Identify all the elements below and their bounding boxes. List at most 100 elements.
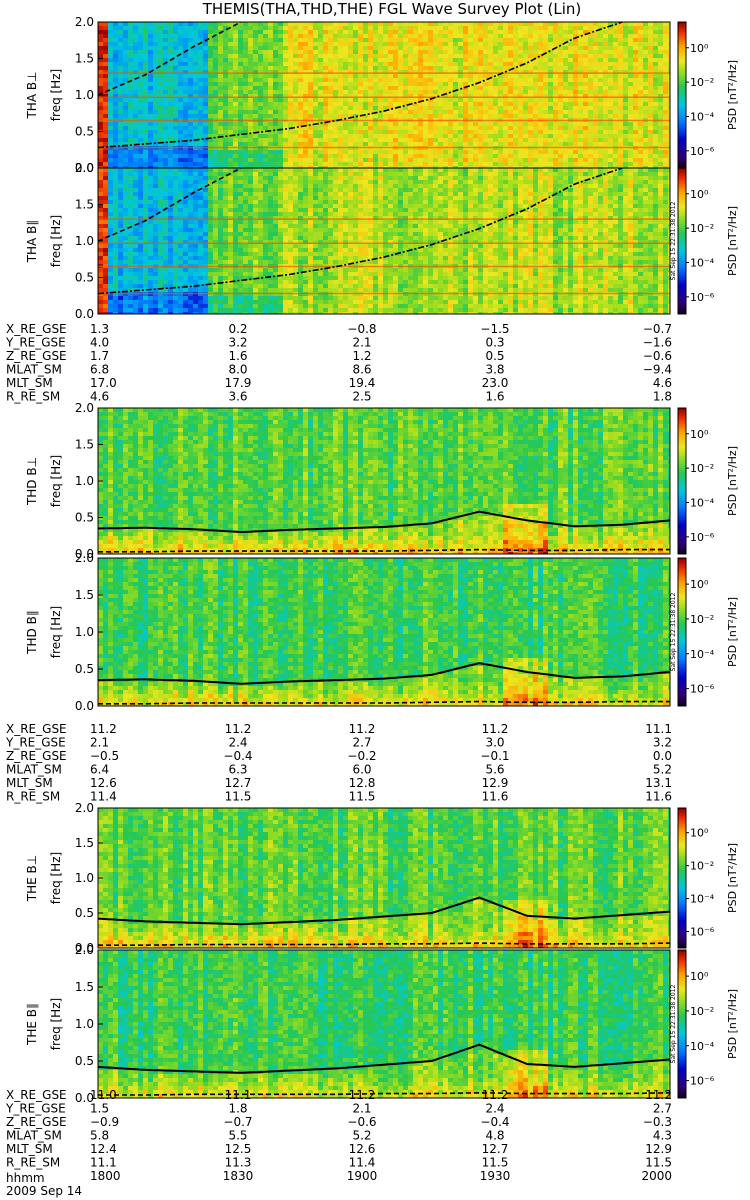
y-tick-label: 2.0 — [75, 801, 94, 815]
ephemeris-value: −0.1 — [480, 749, 509, 763]
ephemeris-value: 4.6 — [90, 390, 109, 404]
spectrogram-image — [98, 408, 670, 554]
ephemeris-value: 1.6 — [485, 390, 504, 404]
colorbar-label: PSD [nT²/Hz] — [726, 843, 739, 913]
ephemeris-value: 12.9 — [482, 776, 509, 790]
colorbar-tick-label: 10⁻² — [690, 462, 714, 475]
y-tick-label: 1.5 — [75, 980, 94, 994]
colorbar-tick-label: 10⁰ — [690, 428, 709, 441]
ephemeris-row-label: MLT_SM — [6, 376, 53, 390]
colorbar-tick-label: 10⁻⁶ — [690, 683, 715, 696]
colorbar-tick-label: 10⁻⁶ — [690, 1075, 715, 1088]
colorbar-tick-label: 10⁻⁴ — [690, 893, 715, 906]
y-tick-label: 1.5 — [75, 588, 94, 602]
ephemeris-row-label: Y_RE_GSE — [5, 736, 66, 750]
colorbar-tick-label: 10⁻⁶ — [690, 531, 715, 544]
panel-thd-bpar: 2.0 1.5 1.0 0.5 0.0 freq [Hz] THD B∥ 10⁰ 10⁻² 10⁻… — [25, 551, 739, 713]
ephemeris-value: −1.6 — [643, 336, 672, 350]
ephemeris-value: 5.2 — [352, 1129, 371, 1143]
creation-stamp: Sat Sep 15 22:31:38 2012 — [670, 593, 677, 672]
panel-label: THA B⊥ — [25, 71, 39, 119]
y-tick-label: 1.0 — [75, 871, 94, 885]
colorbar: 10⁰ 10⁻² 10⁻⁴ 10⁻⁶ PSD [nT²/Hz] — [677, 407, 739, 555]
time-tick-label: 1900 — [347, 1169, 378, 1183]
y-tick-label: 1.0 — [75, 234, 94, 248]
creation-stamp: Sat Sep 15 22:31:38 2012 — [670, 202, 677, 281]
ephemeris-row-label: Z_RE_GSE — [6, 349, 67, 363]
overlay-curve — [98, 168, 623, 295]
y-tick-label: 1.5 — [75, 836, 94, 850]
ephemeris-row-label: R_RE_SM — [6, 390, 60, 404]
ephemeris-row-label: MLT_SM — [6, 1142, 53, 1156]
panel-thd-bperp: 2.0 1.5 1.0 0.5 0.0 freq [Hz] THD B⊥ 10⁰ 10⁻² 10⁻… — [25, 401, 739, 561]
ephemeris-row-label: Y_RE_GSE — [5, 336, 66, 350]
time-tick-label: 1930 — [480, 1169, 511, 1183]
ephemeris-row-label: X_RE_GSE — [6, 722, 67, 736]
ephemeris-value: 11.2 — [90, 722, 117, 736]
ephemeris-row-label: X_RE_GSE — [6, 322, 67, 336]
ephemeris-value: 1.8 — [228, 1102, 247, 1116]
ephemeris-value: −0.2 — [347, 749, 376, 763]
ephemeris-value: 2.1 — [352, 336, 371, 350]
ephemeris-tha: X_RE_GSE 1.3 0.2 −0.8 −1.5 −0.7 Y_RE_GSE 4.0 3.2… — [5, 322, 672, 404]
colorbar: 10⁰ 10⁻² 10⁻⁴ 10⁻⁶ PSD [nT²/Hz] — [677, 557, 739, 707]
y-tick-label: 0.5 — [75, 1054, 94, 1068]
colorbar-tick-label: 10⁻² — [690, 76, 714, 89]
ephemeris-value: 1.5 — [90, 1102, 109, 1116]
ephemeris-value: 11.2 — [645, 1088, 672, 1102]
ephemeris-value: 1.8 — [653, 390, 672, 404]
y-tick-label: 1.0 — [75, 1017, 94, 1031]
y-tick-label: 0.5 — [75, 125, 94, 139]
ephemeris-value: 12.7 — [225, 776, 252, 790]
panel-label: THE B∥ — [25, 1003, 39, 1046]
ephemeris-value: −0.4 — [480, 1115, 509, 1129]
ephemeris-value: 2.7 — [352, 736, 371, 750]
ephemeris-value: 19.4 — [349, 376, 376, 390]
ephemeris-value: 11.1 — [90, 1156, 117, 1170]
ephemeris-value: 0.3 — [485, 336, 504, 350]
ephemeris-value: −0.5 — [90, 749, 119, 763]
y-tick-label: 2.0 — [75, 161, 94, 175]
ephemeris-value: 11.1 — [645, 722, 672, 736]
panel-tha-bperp: 2.0 1.5 1.0 0.5 0.0 freq [Hz] THA B⊥ 10⁰ 10⁻² 10⁻… — [25, 15, 739, 175]
overlay-curve — [98, 510, 670, 534]
time-tick-label: 1800 — [90, 1169, 121, 1183]
ephemeris-value: 4.8 — [485, 1129, 504, 1143]
ephemeris-value: 17.9 — [225, 376, 252, 390]
colorbar-tick-label: 10⁰ — [690, 188, 709, 201]
panel-the-bpar: 2.0 1.5 1.0 0.5 0.0 freq [Hz] THE B∥ 10⁰ 10⁻² 10⁻… — [25, 943, 739, 1105]
colorbar-tick-label: 10⁻⁶ — [690, 145, 715, 158]
y-axis-label: freq [Hz] — [49, 852, 63, 904]
ephemeris-value: 1.2 — [352, 349, 371, 363]
ephemeris-tables: X_RE_GSE 1.3 0.2 −0.8 −1.5 −0.7 Y_RE_GSE 4.0 3.2… — [5, 322, 672, 1183]
y-axis-label: freq [Hz] — [49, 998, 63, 1050]
ephemeris-value: 11.2 — [225, 722, 252, 736]
y-tick-label: 0.0 — [75, 161, 94, 175]
ephemeris-value: 5.6 — [485, 763, 504, 777]
ephemeris-value: 11.2 — [482, 1088, 509, 1102]
overlay-curve — [98, 700, 670, 705]
colorbar-tick-label: 10⁰ — [690, 578, 709, 591]
ephemeris-row-label: Y_RE_GSE — [5, 1102, 66, 1116]
ephemeris-value: 17.0 — [90, 376, 117, 390]
ephemeris-value: 4.0 — [90, 336, 109, 350]
spectrogram-image — [98, 808, 670, 948]
time-axis-label: hhmm — [6, 1171, 45, 1185]
ephemeris-value: 2.1 — [352, 1102, 371, 1116]
y-axis-label: freq [Hz] — [49, 455, 63, 507]
ephemeris-value: 3.0 — [485, 736, 504, 750]
ephemeris-value: −1.5 — [480, 322, 509, 336]
ephemeris-the: X_RE_GSE 11.0 11.1 11.2 11.2 11.2 Y_RE_GSE 1.5 1… — [5, 1088, 672, 1183]
ephemeris-value: 8.6 — [352, 363, 371, 377]
ephemeris-value: 11.4 — [90, 790, 117, 804]
colorbar-tick-label: 10⁻² — [690, 222, 714, 235]
ephemeris-value: 11.0 — [90, 1088, 117, 1102]
ephemeris-value: 12.6 — [349, 1142, 376, 1156]
ephemeris-value: −0.9 — [90, 1115, 119, 1129]
colorbar: 10⁰ 10⁻² 10⁻⁴ 10⁻⁶ PSD [nT²/Hz] — [677, 807, 739, 949]
colorbar-tick-label: 10⁻⁴ — [690, 496, 715, 509]
overlay-curve — [98, 168, 242, 242]
ephemeris-value: 4.3 — [653, 1129, 672, 1143]
y-axis-label: freq [Hz] — [49, 215, 63, 267]
y-tick-label: 1.0 — [75, 625, 94, 639]
